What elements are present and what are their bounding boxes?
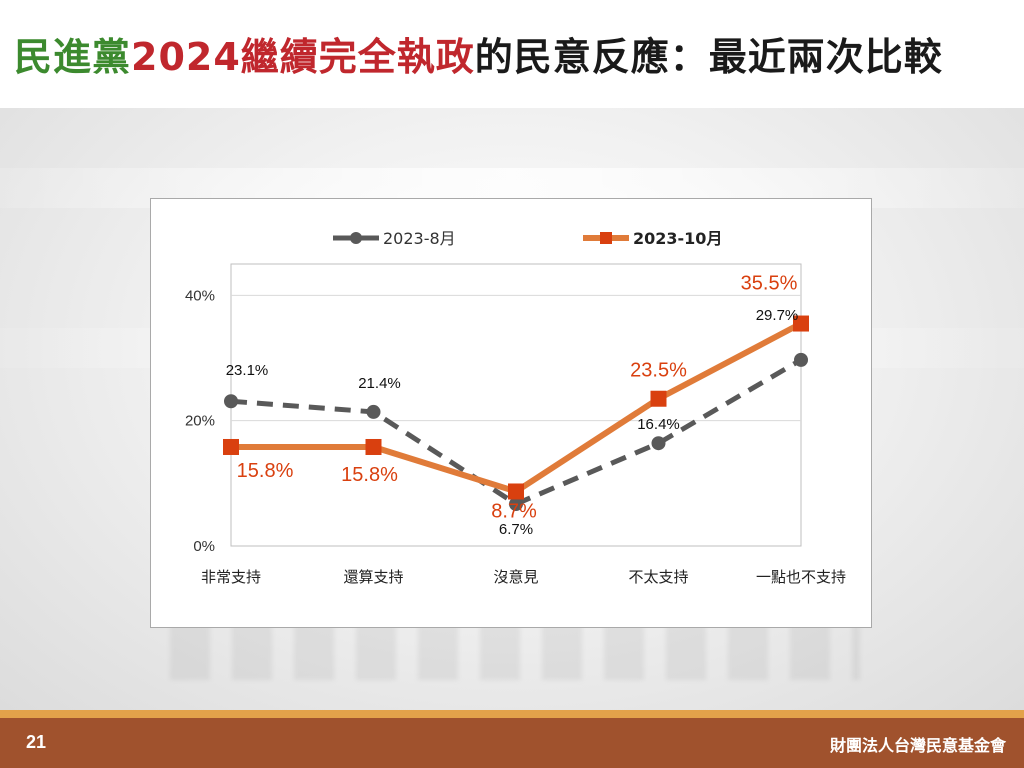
x-tick-label: 還算支持: [343, 568, 403, 586]
footer-stripe: [0, 710, 1024, 718]
background-crowd-silhouette: [170, 620, 860, 680]
point-2023-08: [794, 352, 808, 367]
point-2023-10: [793, 315, 809, 332]
legend-label-2023-08: 2023-8月: [383, 229, 456, 248]
point-2023-08: [366, 404, 381, 419]
point-2023-10: [650, 390, 667, 407]
line-chart: 0% 20% 40% 非常支持 還算支持 沒意見 不太支持 一點也不支持 23.1% 21.4% 6…: [185, 229, 846, 586]
chart-panel: 0% 20% 40% 非常支持 還算支持 沒意見 不太支持 一點也不支持 23.1% 21.4% 6…: [150, 198, 872, 628]
data-label-2023-10: 35.5%: [741, 273, 798, 295]
title-part-party: 民進黨: [14, 35, 132, 79]
data-label-2023-10: 23.5%: [630, 360, 687, 382]
point-2023-10: [223, 438, 239, 455]
legend-marker-2023-10: [600, 232, 612, 244]
x-tick-label: 沒意見: [493, 568, 538, 586]
point-2023-08: [651, 436, 666, 451]
organization-name: 財團法人台灣民意基金會: [829, 736, 1006, 755]
footer: 21 財團法人台灣民意基金會: [0, 718, 1024, 768]
y-tick-label: 20%: [185, 413, 215, 430]
data-label-2023-08: 6.7%: [499, 521, 533, 538]
point-2023-08: [224, 394, 238, 409]
data-label-2023-10: 15.8%: [237, 460, 294, 482]
title-bar: 民進黨2024繼續完全執政的民意反應：最近兩次比較: [0, 0, 1024, 108]
title-part-rest: 的民意反應：最近兩次比較: [474, 35, 943, 79]
legend-label-2023-10: 2023-10月: [633, 229, 722, 248]
point-2023-10: [508, 483, 524, 500]
point-2023-08: [509, 497, 523, 512]
data-label-2023-08: 23.1%: [226, 362, 269, 379]
title-part-topic: 2024繼續完全執政: [131, 35, 475, 79]
y-tick-label: 0%: [193, 538, 215, 555]
legend-marker-2023-08: [350, 232, 362, 244]
data-label-2023-08: 21.4%: [358, 375, 401, 392]
data-label-2023-08: 29.7%: [756, 307, 799, 324]
data-label-2023-10: 15.8%: [341, 464, 398, 486]
page-title: 民進黨2024繼續完全執政的民意反應：最近兩次比較: [14, 26, 943, 81]
data-label-2023-08: 16.4%: [637, 416, 680, 433]
point-2023-10: [365, 438, 382, 455]
x-tick-label: 一點也不支持: [756, 568, 846, 586]
x-tick-label: 非常支持: [201, 568, 261, 586]
data-label-2023-10: 8.7%: [491, 500, 537, 522]
series-line-2023-08: [230, 357, 803, 507]
x-tick-label: 不太支持: [628, 568, 688, 586]
page-number: 21: [26, 732, 47, 752]
y-tick-label: 40%: [185, 287, 215, 304]
